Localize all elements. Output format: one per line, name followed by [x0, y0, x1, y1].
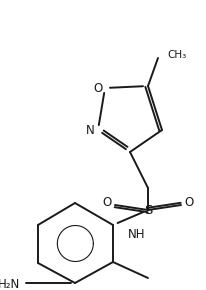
Text: N: N [86, 124, 94, 137]
Text: O: O [102, 197, 112, 209]
Text: O: O [93, 81, 103, 95]
Text: S: S [144, 204, 152, 217]
Text: O: O [184, 197, 194, 209]
Text: CH₃: CH₃ [167, 50, 186, 60]
Text: H₂N: H₂N [0, 278, 20, 290]
Text: NH: NH [128, 229, 146, 242]
